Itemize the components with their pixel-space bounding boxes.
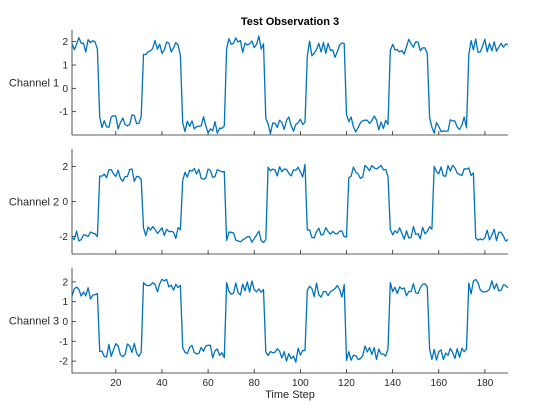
panel-3: -2 -1 0 1 2 Channel 3 <box>9 268 509 374</box>
panel-2: -2 0 2 Channel 2 <box>9 149 509 255</box>
x-tick-labels: 20 40 60 80 100 120 140 160 180 <box>110 378 493 389</box>
y-tick-label: 0 <box>62 197 68 208</box>
y-tick-label: 0 <box>62 84 68 95</box>
panel-1: -1 0 1 2 Channel 1 <box>9 30 509 136</box>
y-tick-label: 2 <box>62 277 68 288</box>
x-tick-label: 80 <box>249 378 261 389</box>
x-tick-label: 20 <box>110 378 122 389</box>
channel-label: Channel 1 <box>9 78 59 90</box>
x-tick-label: 60 <box>203 378 215 389</box>
x-tick-label: 100 <box>292 378 309 389</box>
channel-label: Channel 3 <box>9 316 59 328</box>
series-line-channel-3 <box>71 278 509 363</box>
x-tick-label: 120 <box>338 378 355 389</box>
x-tick-label: 160 <box>430 378 447 389</box>
x-axis-label: Time Step <box>265 389 315 401</box>
y-tick-label: -2 <box>59 357 68 368</box>
y-tick-label: 1 <box>62 297 68 308</box>
series-line-channel-2 <box>71 163 509 244</box>
y-tick-label: 2 <box>62 162 68 173</box>
x-tick-label: 180 <box>477 378 494 389</box>
x-tick-label: 140 <box>384 378 401 389</box>
y-tick-label: 0 <box>62 317 68 328</box>
panels: -1 0 1 2 Channel 1 -2 0 2 Channel 2 -2 -1 0 1 2 Channe… <box>9 30 509 389</box>
channel-label: Channel 2 <box>9 197 59 209</box>
series-line-channel-1 <box>71 35 509 135</box>
y-tick-label: 2 <box>62 37 68 48</box>
chart-title: Test Observation 3 <box>241 16 339 28</box>
y-tick-label: -2 <box>59 232 68 243</box>
x-tick-label: 40 <box>156 378 168 389</box>
y-tick-label: -1 <box>59 107 68 118</box>
y-tick-label: 1 <box>62 61 68 72</box>
y-tick-label: -1 <box>59 337 68 348</box>
